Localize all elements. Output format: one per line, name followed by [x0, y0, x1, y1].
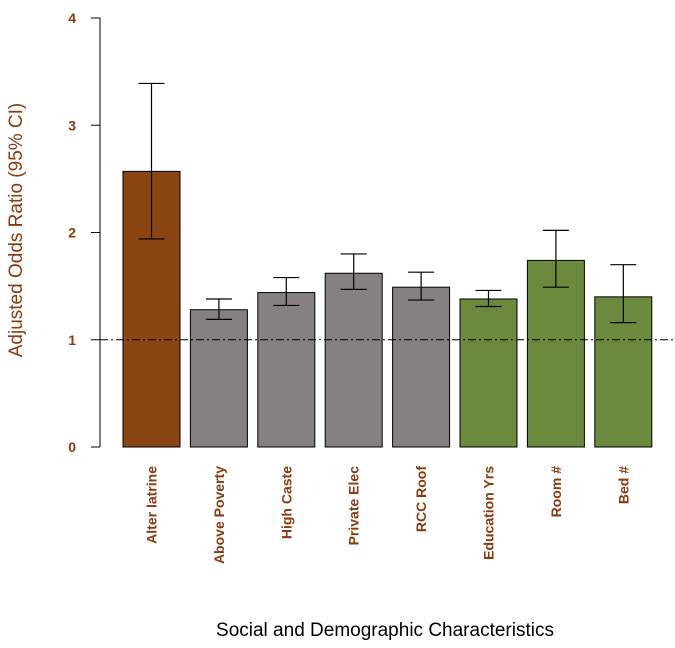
x-tick-labels: Alter latrine Above Poverty High Caste Priv… [144, 466, 632, 564]
y-tick-label-0: 0 [68, 439, 76, 455]
bars-group [122, 170, 653, 448]
y-tick-label-4: 4 [68, 10, 76, 26]
bar-3 [324, 272, 383, 448]
bar-2 [257, 292, 316, 448]
y-tick-label-2: 2 [68, 225, 76, 241]
y-tick-label-1: 1 [68, 332, 76, 348]
x-tick-label-1: Above Poverty [211, 466, 227, 564]
x-axis-label: Social and Demographic Characteristics [216, 620, 554, 641]
x-tick-label-6: Room # [548, 466, 564, 518]
y-axis: 0 1 2 3 4 [68, 10, 101, 455]
bar-5 [459, 298, 518, 448]
x-tick-label-5: Education Yrs [481, 466, 497, 560]
x-tick-label-4: RCC Roof [413, 466, 429, 532]
bar-1 [189, 309, 248, 448]
x-tick-label-0: Alter latrine [144, 466, 160, 544]
bar-4 [392, 286, 451, 448]
y-tick-label-3: 3 [68, 117, 76, 133]
x-tick-label-3: Private Elec [346, 466, 362, 546]
error-bars-group [138, 82, 637, 324]
y-axis-label: Adjusted Odds Ratio (95% CI) [6, 103, 27, 358]
bar-6 [526, 259, 585, 448]
x-tick-label-2: High Caste [278, 466, 294, 539]
x-tick-label-7: Bed # [615, 466, 631, 504]
